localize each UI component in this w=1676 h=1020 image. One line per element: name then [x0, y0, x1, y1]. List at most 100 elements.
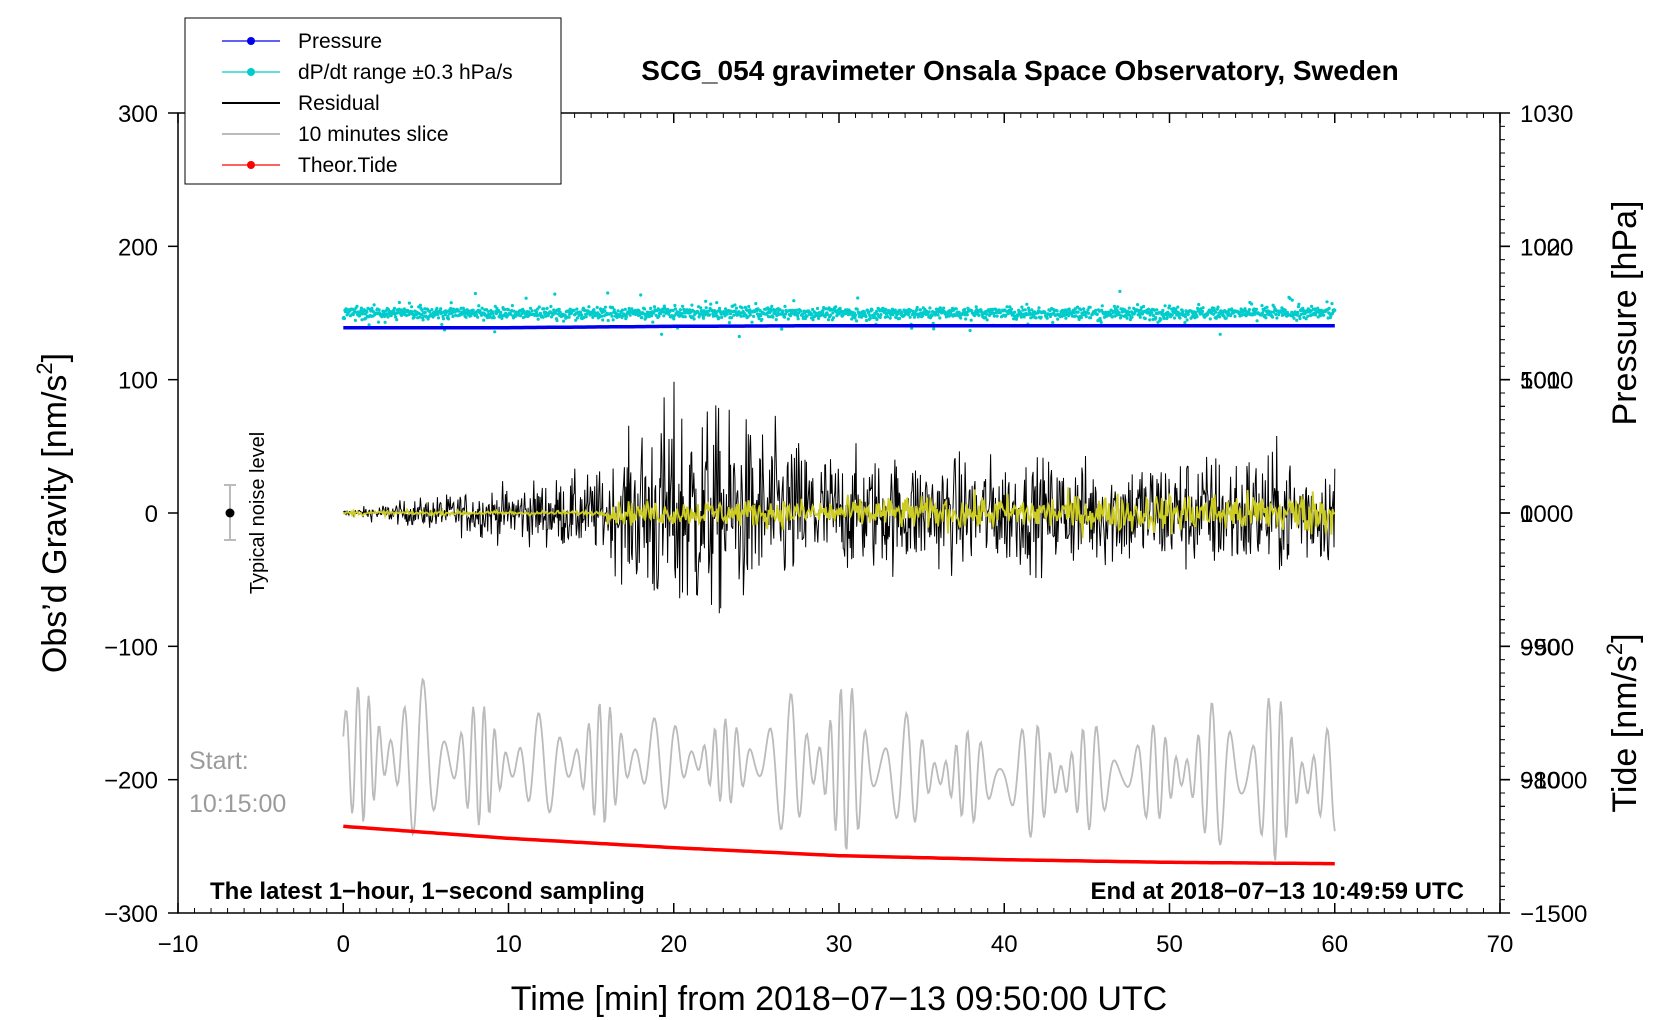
- dpdt-point: [1313, 307, 1317, 311]
- pressure-tick-label: 980: [1520, 768, 1560, 795]
- dpdt-point: [737, 310, 741, 314]
- dpdt-point: [1034, 316, 1038, 320]
- dpdt-point: [932, 327, 936, 331]
- dpdt-point: [778, 308, 782, 312]
- dpdt-point: [748, 313, 752, 317]
- dpdt-point: [912, 315, 917, 319]
- dpdt-point: [910, 326, 914, 330]
- dpdt-point: [541, 315, 545, 319]
- dpdt-point: [827, 306, 831, 310]
- dpdt-point: [1037, 306, 1041, 310]
- dpdt-point: [1218, 332, 1222, 336]
- dpdt-point: [1205, 313, 1210, 317]
- y-left-title-end: ]: [36, 353, 74, 362]
- dpdt-point: [977, 313, 981, 317]
- dpdt-point: [1005, 305, 1009, 309]
- dpdt-point: [709, 302, 713, 306]
- dpdt-point: [660, 332, 664, 336]
- dpdt-point: [750, 320, 754, 324]
- dpdt-point: [624, 315, 629, 319]
- legend-marker: [247, 37, 255, 45]
- dpdt-point: [603, 305, 608, 309]
- dpdt-point: [1073, 307, 1077, 311]
- tide-tick-label: −500: [1520, 634, 1574, 661]
- dpdt-point: [1183, 321, 1187, 325]
- dpdt-point: [948, 309, 952, 313]
- slice-line: [342, 677, 1336, 861]
- dpdt-point: [1095, 312, 1099, 316]
- dpdt-point: [878, 315, 882, 319]
- dpdt-point: [557, 307, 561, 311]
- dpdt-point: [563, 313, 567, 317]
- dpdt-point: [1004, 313, 1008, 317]
- dpdt-point: [838, 306, 842, 310]
- dpdt-point: [963, 307, 967, 312]
- dpdt-point: [885, 315, 890, 319]
- dpdt-point: [392, 306, 397, 310]
- dpdt-point: [436, 316, 441, 320]
- dpdt-point: [733, 303, 737, 307]
- dpdt-point: [1277, 313, 1281, 317]
- dpdt-point: [542, 307, 546, 311]
- dpdt-point: [992, 314, 996, 318]
- y-left-tick-label: 0: [145, 501, 158, 528]
- dpdt-point: [450, 311, 454, 315]
- dpdt-point: [1064, 316, 1068, 320]
- dpdt-point: [591, 315, 595, 319]
- dpdt-point: [580, 313, 584, 317]
- pressure-tick-label: 1000: [1520, 501, 1573, 528]
- dpdt-point: [720, 315, 724, 319]
- dpdt-point: [372, 303, 376, 307]
- dpdt-point: [786, 317, 790, 321]
- dpdt-point: [747, 304, 751, 309]
- dpdt-point: [678, 308, 683, 312]
- dpdt-point: [780, 327, 784, 331]
- noise-label: Typical noise level: [247, 432, 269, 594]
- x-axis-title: Time [min] from 2018−07−13 09:50:00 UTC: [511, 980, 1167, 1018]
- dpdt-point: [699, 306, 703, 310]
- dpdt-point: [536, 317, 540, 321]
- dpdt-point: [392, 309, 396, 314]
- dpdt-point: [704, 306, 708, 310]
- y-left-tick-label: −200: [104, 768, 158, 795]
- y-tide-title-sup: 2: [1602, 643, 1627, 655]
- dpdt-point: [733, 309, 738, 313]
- dpdt-point: [370, 306, 374, 310]
- series-theor-tide: [343, 824, 1335, 866]
- dpdt-point: [1290, 298, 1294, 302]
- dpdt-point: [1178, 316, 1182, 320]
- dpdt-point: [918, 308, 923, 312]
- dpdt-point: [649, 306, 653, 310]
- dpdt-point: [410, 310, 414, 314]
- dpdt-point: [796, 317, 800, 321]
- dpdt-point: [723, 314, 727, 318]
- dpdt-point: [480, 306, 484, 310]
- dpdt-point: [499, 310, 503, 314]
- y-left-tick-label: −300: [104, 901, 158, 928]
- dpdt-point: [1162, 316, 1166, 320]
- dpdt-point: [870, 308, 874, 312]
- dpdt-point: [383, 320, 387, 324]
- dpdt-point: [567, 315, 571, 319]
- dpdt-point: [964, 317, 968, 321]
- dpdt-point: [1161, 308, 1165, 313]
- dpdt-point: [574, 318, 578, 322]
- dpdt-point: [734, 306, 739, 310]
- legend-marker: [247, 161, 255, 169]
- dpdt-point: [823, 315, 827, 319]
- dpdt-point: [1148, 318, 1152, 322]
- pressure-tick-label: 990: [1520, 634, 1560, 661]
- dpdt-point: [376, 320, 381, 324]
- dpdt-point: [358, 313, 362, 317]
- legend: Pressure dP/dt range ±0.3 hPa/s Residual 10…: [184, 17, 562, 185]
- dpdt-point: [419, 313, 424, 317]
- dpdt-point: [1322, 313, 1326, 317]
- dpdt-point: [1026, 306, 1031, 310]
- tide-tick-label: 0: [1520, 501, 1533, 528]
- dpdt-point: [855, 307, 859, 311]
- dpdt-point: [928, 306, 932, 310]
- dpdt-point: [1155, 308, 1159, 312]
- dpdt-point: [815, 306, 820, 311]
- dpdt-point: [1062, 313, 1066, 317]
